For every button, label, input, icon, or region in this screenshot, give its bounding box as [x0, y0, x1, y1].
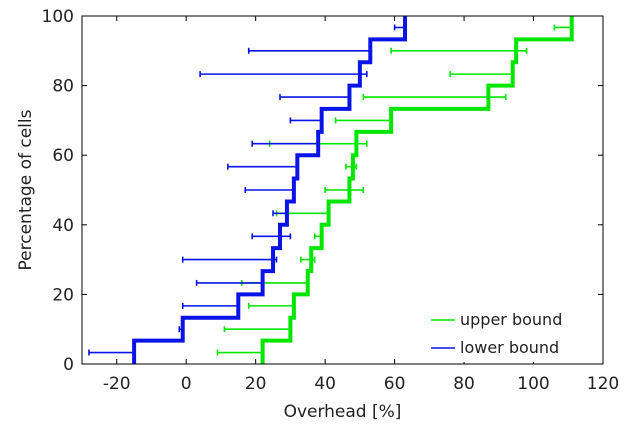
x-tick-label: 100	[517, 374, 549, 394]
x-tick-label: 60	[384, 374, 406, 394]
legend-box	[424, 308, 600, 362]
x-tick-label: 20	[245, 374, 267, 394]
series-lower-bound	[88, 16, 408, 364]
legend-label-upper-bound: upper bound	[460, 310, 562, 329]
x-tick-label: 120	[587, 374, 619, 394]
y-tick-label: 40	[52, 216, 74, 236]
legend-label-lower-bound: lower bound	[460, 338, 559, 357]
plot-frame	[81, 15, 604, 365]
y-tick-label: 100	[42, 7, 74, 27]
x-tick-label: 0	[181, 374, 192, 394]
series-upper-bound	[216, 16, 574, 364]
step-line	[260, 16, 574, 364]
y-tick-label: 20	[52, 285, 74, 305]
y-axis-label: Percentage of cells	[16, 109, 36, 270]
x-tick-label: 40	[314, 374, 336, 394]
step-line	[132, 16, 408, 364]
x-tick-label: -20	[103, 374, 131, 394]
y-tick-label: 80	[52, 77, 74, 97]
x-axis-label: Overhead [%]	[284, 402, 402, 422]
x-tick-label: 80	[453, 374, 475, 394]
y-tick-label: 0	[63, 355, 74, 375]
y-tick-label: 60	[52, 146, 74, 166]
legend: upper bound lower bound	[424, 308, 600, 362]
